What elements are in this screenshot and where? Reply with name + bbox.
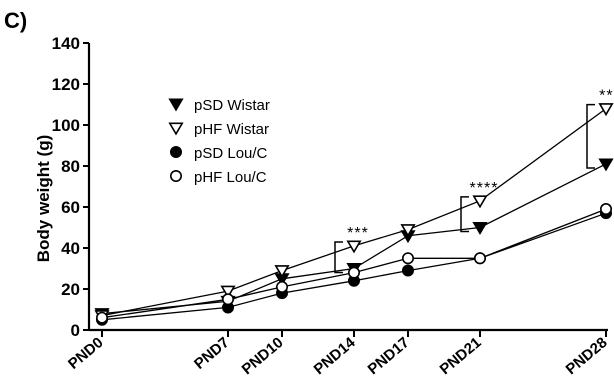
data-point (347, 266, 360, 279)
y-tick-label: 0 (71, 321, 80, 340)
legend-label: pSD Wistar (194, 97, 270, 114)
y-tick-label: 80 (61, 157, 80, 176)
legend-item: pSD Lou/C (170, 145, 268, 162)
series-group (94, 103, 614, 326)
y-tick-label: 40 (61, 239, 80, 258)
data-point (401, 252, 414, 265)
legend-item: pHF Wistar (168, 121, 269, 138)
data-point (472, 195, 488, 209)
legend-marker (170, 170, 183, 183)
legend-marker (168, 122, 184, 136)
data-point (400, 224, 416, 238)
data-point (473, 252, 486, 265)
y-tick-label: 20 (61, 280, 80, 299)
legend-item: pHF Lou/C (170, 169, 267, 186)
significance-bracket (586, 103, 595, 169)
x-tick-label: PND28 (563, 334, 611, 378)
significance-bracket (334, 241, 343, 274)
data-point (599, 203, 612, 216)
panel-label: C) (4, 8, 27, 33)
y-tick-label: 140 (52, 34, 80, 53)
y-axis-label: Body weight (g) (34, 135, 53, 262)
data-point (598, 103, 614, 117)
series-phf-wistar (94, 103, 614, 324)
data-point (96, 311, 109, 324)
x-tick-label: PND21 (437, 334, 485, 378)
data-point (598, 158, 614, 172)
x-tick-label: PND7 (191, 334, 233, 373)
x-tick-label: PND17 (365, 334, 413, 378)
legend-label: pHF Lou/C (194, 169, 267, 186)
legend-marker (168, 98, 184, 112)
legend-item: pSD Wistar (168, 97, 270, 114)
y-tick-label: 100 (52, 116, 80, 135)
significance-label: *** (347, 225, 369, 242)
x-tick-label: PND14 (311, 334, 359, 379)
significance-label: **** (470, 180, 499, 197)
x-tick-label: PND10 (239, 334, 287, 378)
data-point (220, 285, 236, 299)
y-tick-label: 60 (61, 198, 80, 217)
significance-label: *** (599, 88, 614, 105)
legend-label: pSD Lou/C (194, 145, 268, 162)
legend-label: pHF Wistar (194, 121, 269, 138)
data-point (222, 293, 235, 306)
data-point (346, 240, 362, 254)
significance-bracket (460, 196, 469, 233)
data-point (401, 264, 414, 277)
legend: pSD Wistar pHF Wistar pSD Lou/C pHF Lou/C (168, 97, 270, 186)
data-point (472, 222, 488, 235)
y-tick-label: 120 (52, 75, 80, 94)
data-point (274, 265, 290, 279)
legend-marker (170, 146, 183, 159)
data-point (275, 280, 288, 293)
series-phf-lou-c (96, 203, 612, 324)
significance-annotations: ********** (334, 88, 614, 274)
